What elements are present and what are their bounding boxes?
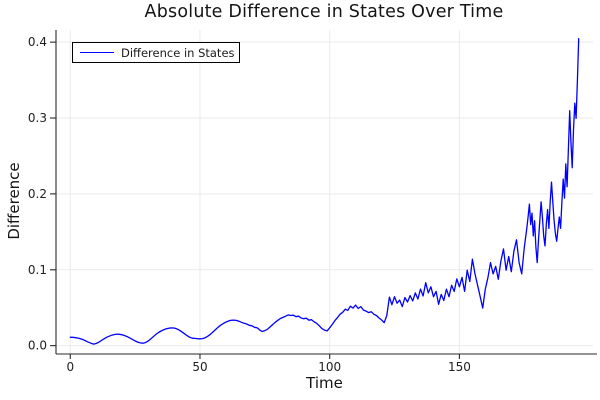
legend-line-sample	[80, 52, 114, 53]
series-line-difference-in-states	[69, 38, 580, 345]
tick-labels: 0 50 100 150 0.0 0.1 0.2 0.3 0.4	[28, 35, 471, 374]
y-tick-label: 0.1	[28, 263, 47, 277]
y-tick-label: 0.2	[28, 187, 47, 201]
y-tick-label: 0.0	[28, 339, 47, 353]
y-tick-label: 0.3	[28, 111, 47, 125]
x-axis-label: Time	[306, 374, 343, 392]
x-tick-label: 150	[448, 360, 471, 374]
x-tick-label: 50	[192, 360, 207, 374]
y-axis-label: Difference	[5, 162, 23, 240]
x-tick-label: 0	[66, 360, 74, 374]
chart-title: Absolute Difference in States Over Time	[144, 2, 504, 22]
y-tick-label: 0.4	[28, 35, 47, 49]
x-tick-label: 100	[318, 360, 341, 374]
axes	[50, 30, 597, 359]
gridlines	[56, 30, 593, 354]
legend-label: Difference in States	[121, 45, 235, 60]
legend: Difference in States	[72, 42, 240, 63]
